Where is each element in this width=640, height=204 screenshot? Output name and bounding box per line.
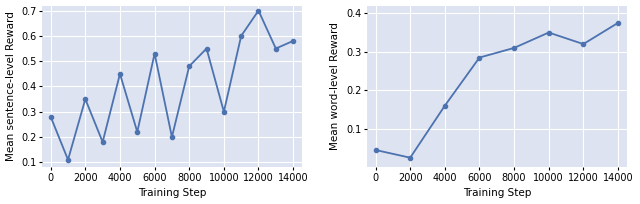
X-axis label: Training Step: Training Step xyxy=(138,188,206,198)
Y-axis label: Mean sentence-level Reward: Mean sentence-level Reward xyxy=(6,11,15,161)
Y-axis label: Mean word-level Reward: Mean word-level Reward xyxy=(330,22,340,150)
X-axis label: Training Step: Training Step xyxy=(463,188,531,198)
